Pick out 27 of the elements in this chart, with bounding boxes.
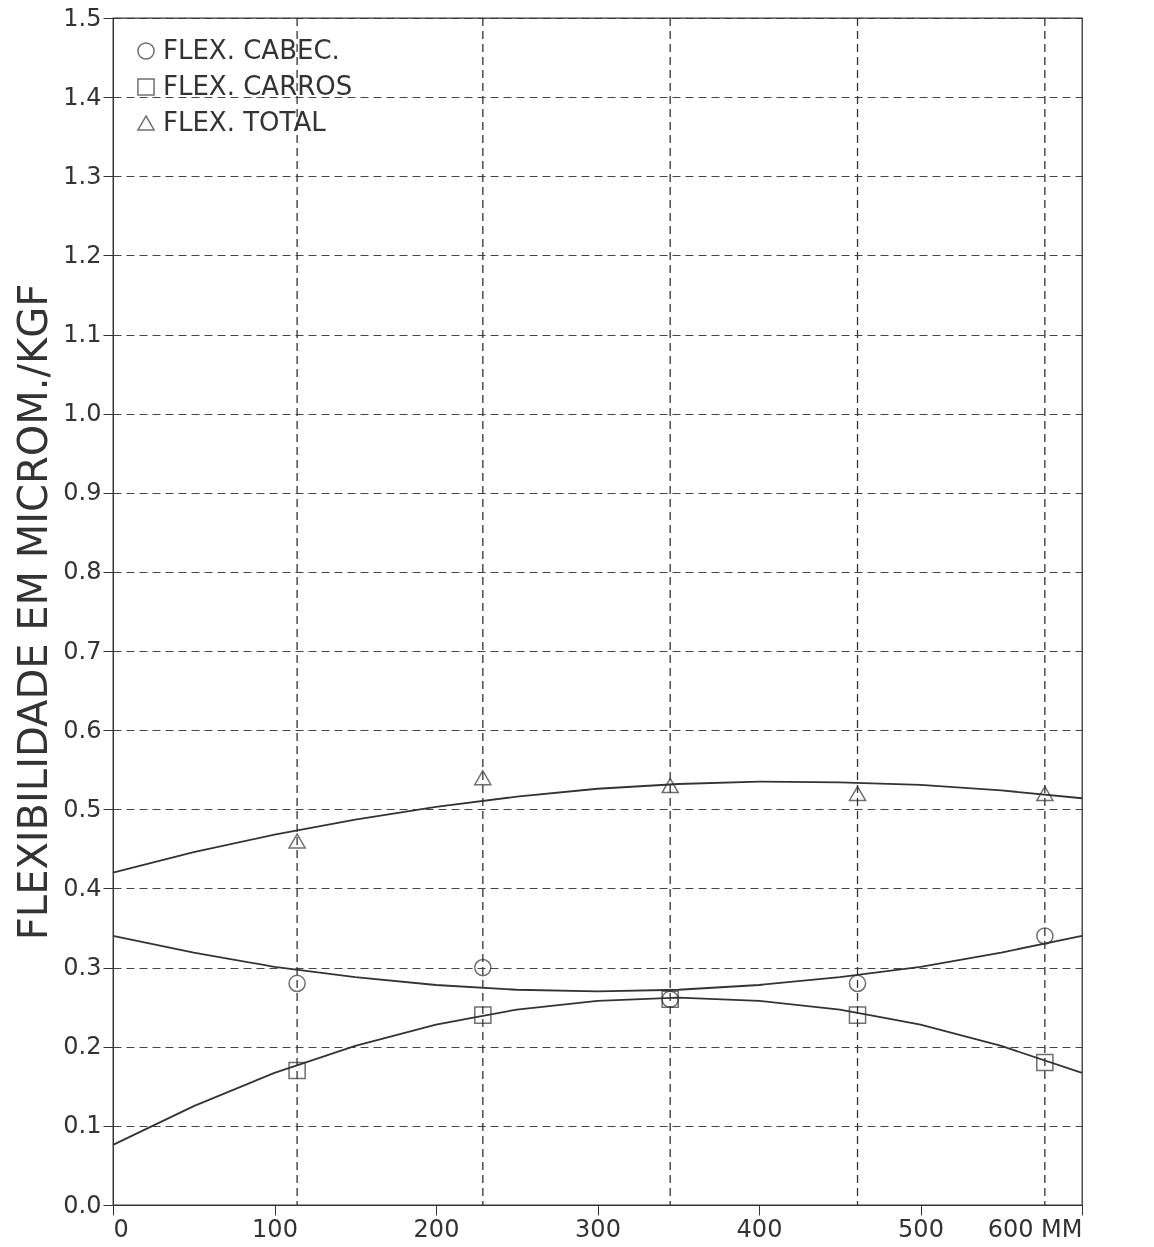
y-tick-label: 0.3 — [63, 953, 102, 982]
x-tick-label: 400 — [736, 1214, 783, 1243]
y-tick-label: 0.7 — [63, 636, 102, 665]
x-tick-label: 100 — [252, 1214, 298, 1243]
x-tick-label: 300 — [575, 1214, 621, 1243]
y-axis-title: FLEXIBILIDADE EM MICROM./KGF — [10, 283, 57, 941]
y-tick-label: 1.5 — [63, 3, 102, 32]
y-tick-label: 0.9 — [63, 478, 102, 507]
y-tick-label: 1.3 — [63, 161, 102, 190]
legend-label: FLEX. CARROS — [163, 71, 353, 101]
x-tick-label: 600 MM — [987, 1214, 1083, 1243]
y-tick-label: 0.5 — [63, 794, 102, 823]
y-tick-label: 1.0 — [63, 399, 102, 428]
y-tick-label: 0.8 — [63, 557, 102, 586]
y-tick-label: 1.2 — [63, 240, 102, 269]
y-tick-label: 0.2 — [63, 1032, 102, 1061]
x-tick-label: 500 — [898, 1214, 944, 1243]
y-tick-label: 0.4 — [63, 873, 102, 902]
y-tick-label: 0.0 — [63, 1190, 102, 1219]
y-tick-label: 0.6 — [63, 715, 102, 744]
x-tick-label: 200 — [413, 1214, 460, 1243]
x-tick-label: 0 — [113, 1214, 129, 1243]
y-tick-label: 1.4 — [63, 82, 102, 111]
legend-label: FLEX. TOTAL — [163, 107, 327, 137]
legend-label: FLEX. CABEC. — [163, 35, 340, 65]
y-tick-label: 0.1 — [63, 1111, 102, 1140]
y-tick-label: 1.1 — [63, 320, 102, 349]
